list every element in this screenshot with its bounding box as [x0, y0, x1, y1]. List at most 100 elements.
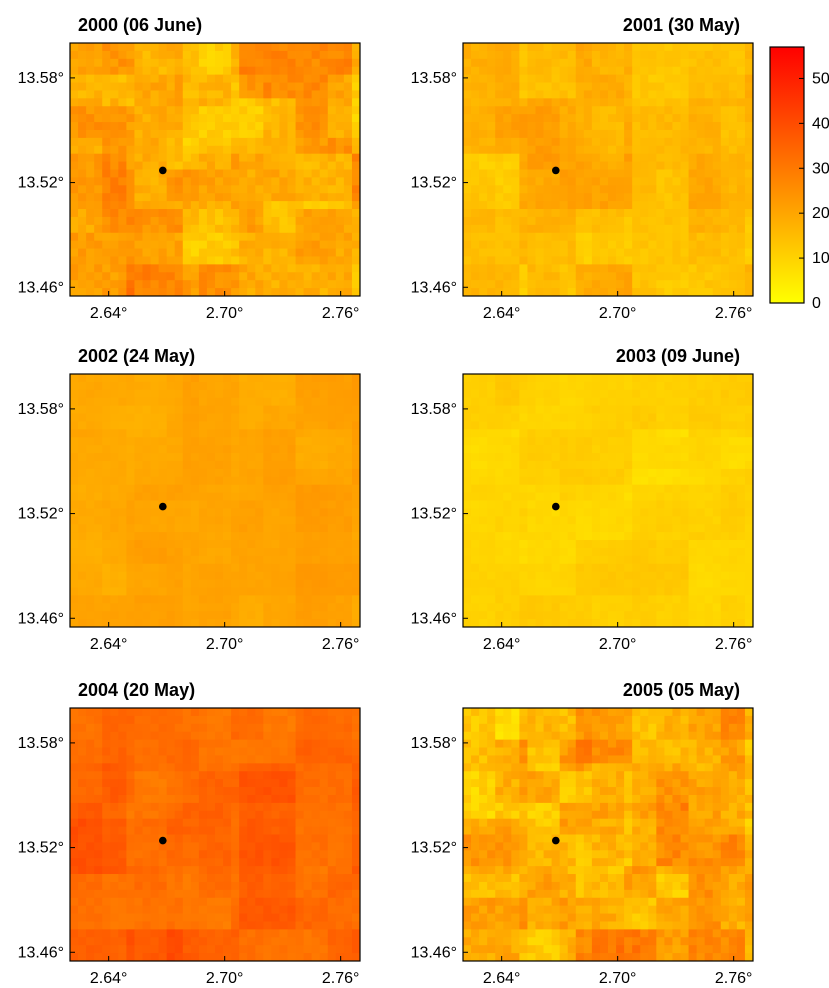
heatmap-cell — [295, 492, 305, 501]
heatmap-cell — [190, 169, 200, 178]
heatmap-cell — [608, 145, 617, 155]
heatmap-cell — [736, 106, 746, 115]
heatmap-cell — [271, 161, 280, 170]
heatmap-cell — [295, 445, 305, 454]
heatmap-cell — [327, 90, 337, 99]
heatmap-cell — [351, 232, 361, 242]
heatmap-cell — [599, 453, 609, 462]
heatmap-cell — [118, 595, 127, 604]
heatmap-cell — [551, 82, 561, 91]
heatmap-cell — [311, 122, 321, 131]
heatmap-cell — [86, 405, 95, 414]
heatmap-cell — [110, 453, 119, 462]
heatmap-cell — [672, 129, 681, 139]
heatmap-cell — [527, 579, 536, 588]
heatmap-cell — [704, 58, 714, 68]
heatmap-cell — [608, 201, 617, 210]
heatmap-cell — [102, 389, 111, 399]
heatmap-cell — [487, 429, 496, 438]
heatmap-cell — [567, 421, 577, 430]
heatmap-cell — [190, 66, 200, 76]
heatmap-cell — [583, 232, 593, 242]
heatmap-cell — [102, 429, 111, 438]
heatmap-cell — [543, 516, 553, 525]
heatmap-cell — [680, 58, 689, 68]
heatmap-cell — [279, 153, 288, 162]
heatmap-cell — [102, 224, 111, 234]
heatmap-cell — [70, 272, 79, 281]
heatmap-cell — [150, 763, 160, 772]
heatmap-cell — [583, 177, 593, 186]
heatmap-cell — [495, 90, 504, 99]
heatmap-cell — [94, 708, 103, 717]
heatmap-cell — [239, 437, 248, 446]
heatmap-cell — [591, 90, 601, 99]
heatmap-cell — [736, 611, 746, 620]
heatmap-cell — [712, 137, 722, 147]
heatmap-cell — [351, 193, 361, 202]
heatmap-cell — [664, 43, 673, 52]
heatmap-cell — [118, 500, 127, 509]
heatmap-cell — [463, 374, 472, 383]
heatmap-cell — [142, 50, 151, 60]
heatmap-cell — [295, 547, 305, 557]
heatmap-cell — [118, 66, 127, 76]
heatmap-cell — [575, 421, 585, 430]
heatmap-cell — [616, 563, 625, 573]
heatmap-cell — [295, 460, 305, 470]
heatmap-cell — [118, 209, 127, 218]
heatmap-cell — [247, 129, 256, 139]
heatmap-cell — [327, 256, 337, 265]
heatmap-cell — [608, 445, 617, 454]
heatmap-cell — [303, 106, 313, 115]
heatmap-cell — [648, 280, 657, 289]
heatmap-cell — [351, 413, 361, 422]
heatmap-cell — [215, 771, 224, 780]
heatmap-cell — [102, 137, 111, 147]
heatmap-cell — [351, 82, 361, 91]
heatmap-cell — [343, 209, 353, 218]
heatmap-cell — [78, 209, 87, 218]
heatmap-cell — [102, 763, 111, 772]
heatmap-cell — [696, 571, 706, 580]
heatmap-cell — [720, 453, 730, 462]
heatmap-cell — [720, 216, 730, 226]
heatmap-cell — [543, 429, 553, 438]
heatmap-cell — [78, 708, 87, 717]
heatmap-cell — [126, 98, 135, 107]
heatmap-cell — [535, 429, 544, 438]
heatmap-cell — [543, 437, 553, 446]
heatmap-cell — [559, 484, 569, 493]
heatmap-cell — [535, 256, 544, 265]
heatmap-cell — [86, 381, 95, 391]
heatmap-cell — [527, 445, 536, 454]
heatmap-cell — [110, 389, 119, 399]
heatmap-cell — [134, 114, 143, 123]
heatmap-cell — [255, 540, 264, 549]
heatmap-cell — [158, 492, 168, 501]
heatmap-cell — [134, 516, 143, 525]
heatmap-cell — [672, 397, 681, 407]
heatmap-cell — [134, 540, 143, 549]
heatmap-cell — [94, 272, 103, 281]
heatmap-cell — [110, 595, 119, 604]
heatmap-cell — [551, 122, 561, 131]
heatmap-cell — [664, 397, 673, 407]
heatmap-cell — [134, 492, 143, 501]
heatmap-cell — [102, 209, 111, 218]
heatmap-cell — [688, 272, 698, 281]
heatmap-cell — [559, 421, 569, 430]
heatmap-cell — [70, 763, 79, 772]
heatmap-cell — [728, 421, 738, 430]
heatmap-cell — [78, 421, 87, 430]
heatmap-cell — [319, 715, 329, 725]
heatmap-cell — [351, 248, 361, 257]
heatmap-cell — [166, 747, 176, 756]
heatmap-cell — [728, 547, 738, 557]
heatmap-cell — [351, 74, 361, 83]
heatmap-cell — [495, 595, 504, 604]
heatmap-cell — [519, 437, 528, 446]
heatmap-cell — [142, 413, 151, 422]
heatmap-cell — [78, 413, 87, 422]
heatmap-cell — [503, 595, 512, 604]
